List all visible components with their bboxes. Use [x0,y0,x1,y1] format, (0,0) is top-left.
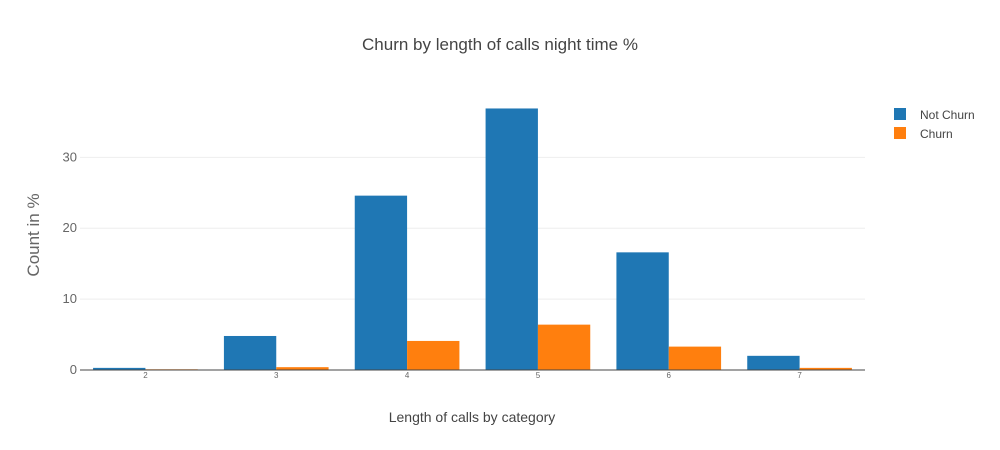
bar-not-churn-6[interactable] [616,252,669,370]
x-tick-label: 2 [143,371,148,380]
x-tick-label: 4 [405,371,410,380]
x-tick-labels: 2 3 4 5 6 7 [143,371,802,380]
bar-not-churn-2[interactable] [93,367,146,370]
bar-churn-3[interactable] [276,367,329,370]
y-tick-label: 20 [63,220,77,235]
bar-not-churn-3[interactable] [223,335,277,370]
legend-label-churn: Churn [920,127,953,141]
legend-label-not-churn: Not Churn [920,108,975,122]
x-tick-label: 3 [274,371,279,380]
y-tick-label: 0 [70,362,77,377]
legend-swatch-not-churn [894,108,906,120]
y-tick-label: 30 [63,149,77,164]
y-tick-labels: 0 10 20 30 [63,149,77,377]
x-axis-title: Length of calls by category [389,409,556,425]
gridlines [80,156,865,300]
bar-not-churn-4[interactable] [354,195,408,370]
x-tick-label: 7 [797,371,802,380]
bar-churn-5[interactable] [537,324,591,370]
x-tick-label: 5 [536,371,541,380]
bar-churn-7[interactable] [799,367,852,370]
legend-swatch-churn [894,127,906,139]
y-axis-title: Count in % [24,193,43,276]
bars [93,108,852,370]
bar-not-churn-5[interactable] [485,108,538,370]
legend[interactable]: Not Churn Churn [894,108,975,141]
bar-churn-6[interactable] [668,346,722,370]
x-tick-label: 6 [667,371,672,380]
bar-not-churn-7[interactable] [747,355,800,370]
chart-title: Churn by length of calls night time % [362,35,638,54]
y-tick-label: 10 [63,291,77,306]
bar-churn-4[interactable] [407,340,460,370]
